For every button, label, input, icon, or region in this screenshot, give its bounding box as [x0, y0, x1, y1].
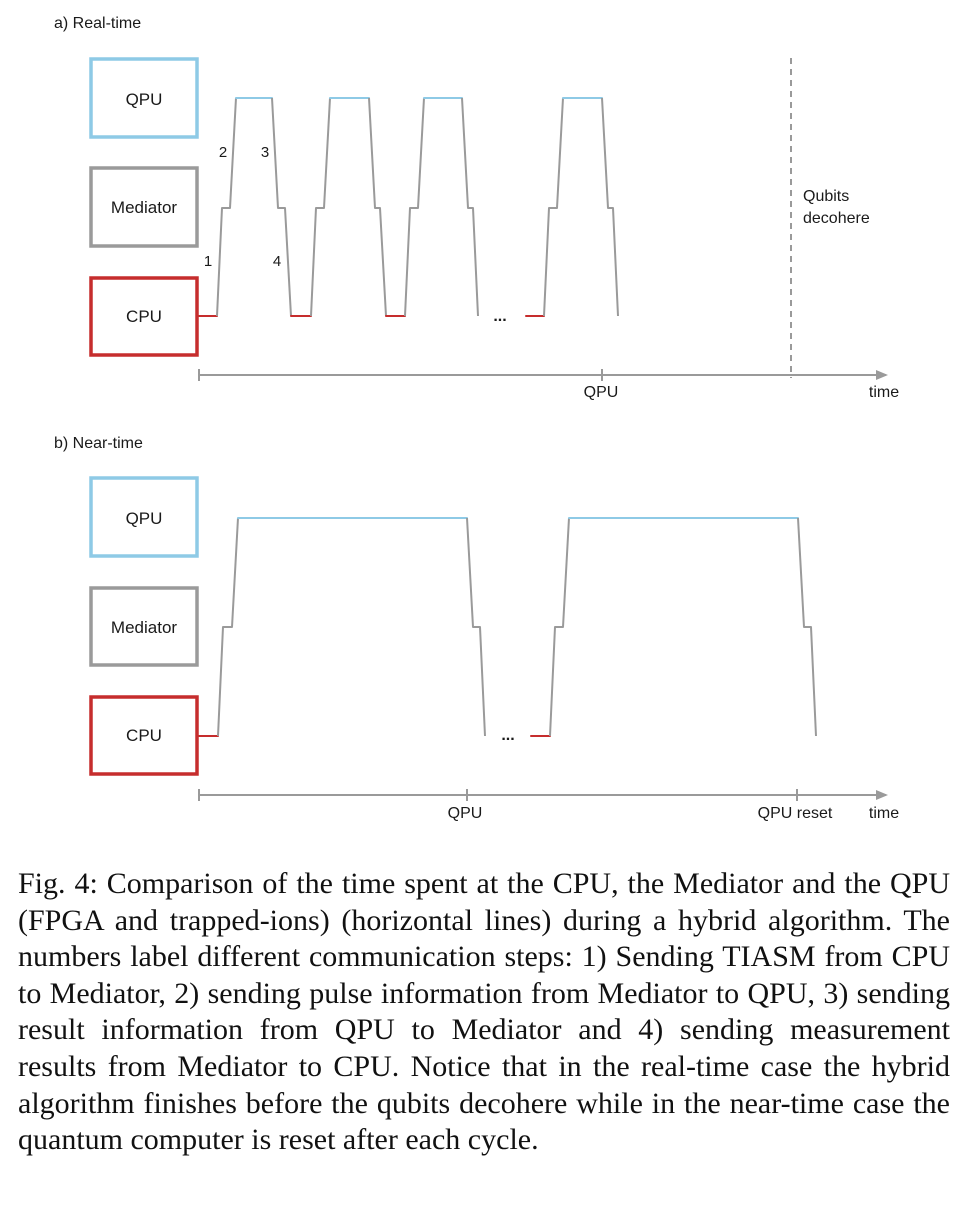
panel-b-near-time: b) Near-time QPU Mediator CPU ... QPU QP…: [54, 435, 899, 822]
panel-b-time-label: time: [869, 805, 899, 822]
cycle-1-fall: [271, 97, 292, 317]
timing-figure: a) Real-time QPU Mediator CPU 1 2 3 4 ..…: [54, 15, 899, 822]
decohere-label-line2: decohere: [803, 210, 870, 227]
cycle-4-fall: [601, 97, 619, 317]
panel-a-qpu-tick-label: QPU: [584, 384, 619, 401]
cycle-3-rise: [404, 97, 425, 317]
cycle-1-fall: [466, 517, 486, 737]
step-4-label: 4: [273, 253, 281, 270]
panel-b-qpu-tick-label: QPU: [448, 805, 483, 822]
panel-a-real-time: a) Real-time QPU Mediator CPU 1 2 3 4 ..…: [54, 15, 899, 401]
panel-b-mediator-label: Mediator: [111, 618, 177, 637]
panel-a-traces: [198, 97, 619, 317]
step-1-label: 1: [204, 253, 212, 270]
cycle-4-rise: [543, 97, 564, 317]
panel-b-traces: [198, 517, 817, 737]
panel-a-cpu-label: CPU: [126, 307, 162, 326]
panel-a-qpu-label: QPU: [126, 90, 163, 109]
cycle-2-rise: [549, 517, 570, 737]
panel-a-cpu-box: [89, 276, 199, 357]
panel-a-mediator-label: Mediator: [111, 198, 177, 217]
panel-a-ellipsis: ...: [493, 308, 506, 325]
panel-a-time-label: time: [869, 384, 899, 401]
panel-b-cpu-label: CPU: [126, 726, 162, 745]
step-2-label: 2: [219, 144, 227, 161]
panel-b-qpu-box: [89, 476, 199, 558]
cycle-1-rise: [217, 517, 239, 737]
panel-b-qpu-reset-tick-label: QPU reset: [758, 805, 833, 822]
step-3-label: 3: [261, 144, 269, 161]
cycle-2-fall: [797, 517, 817, 737]
cycle-1-rise: [216, 97, 237, 317]
figure-caption: Fig. 4: Comparison of the time spent at …: [18, 867, 950, 1157]
panel-b-ellipsis: ...: [501, 727, 514, 744]
cycle-2-fall: [368, 97, 387, 317]
panel-a-title: a) Real-time: [54, 15, 141, 32]
cycle-3-fall: [461, 97, 479, 317]
panel-b-cpu-box: [89, 695, 199, 776]
decohere-label-line1: Qubits: [803, 188, 849, 205]
panel-b-title: b) Near-time: [54, 435, 143, 452]
panel-b-mediator-box: [89, 586, 199, 667]
panel-a-qpu-box: [89, 57, 199, 139]
cycle-2-rise: [310, 97, 331, 317]
panel-b-qpu-label: QPU: [126, 509, 163, 528]
panel-a-mediator-box: [89, 166, 199, 248]
